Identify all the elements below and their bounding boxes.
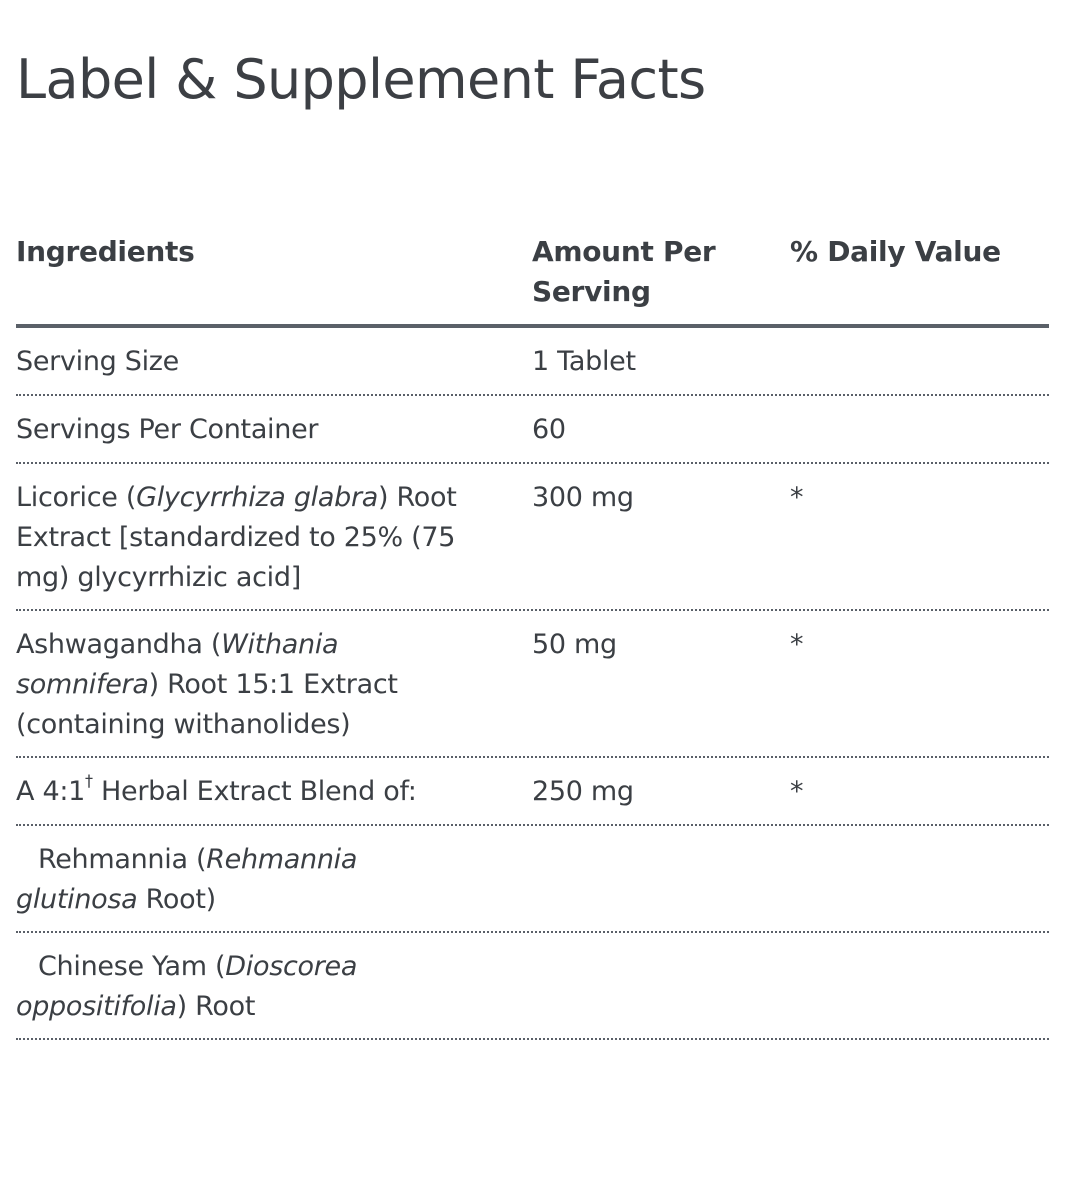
header-daily-value: % Daily Value (790, 235, 1001, 268)
botanical-name: Glycyrrhiza glabra (136, 482, 379, 513)
ingredient-name-text: Licorice ( (16, 482, 137, 513)
ingredient-name: Ashwagandha (Withania somnifera) Root 15… (16, 625, 532, 756)
ingredient-name-text: Ashwagandha ( (16, 629, 222, 660)
daily-value: * (790, 482, 804, 513)
amount-value (532, 840, 790, 931)
amount-value: 50 mg (532, 629, 617, 660)
ingredient-name-text: A 4:1 (16, 776, 86, 807)
ingredient-name: A 4:1† Herbal Extract Blend of: (16, 772, 532, 824)
ingredient-name-text: ) Root 15:1 Extract (containing withanol… (16, 669, 398, 740)
table-row: Serving Size 1 Tablet (16, 328, 1049, 396)
botanical-name: Rehmannia glutinosa (16, 844, 358, 915)
amount-value (532, 947, 790, 1038)
ingredient-name-text: Servings Per Container (16, 414, 319, 445)
amount-value: 250 mg (532, 776, 634, 807)
botanical-name: Withania somnifera (16, 629, 339, 700)
botanical-name: Dioscorea oppositifolia (16, 951, 358, 1022)
daily-value (790, 410, 1049, 462)
amount-value: 300 mg (532, 482, 634, 513)
ingredient-name-text: Rehmannia ( (38, 844, 207, 875)
ingredient-name: Rehmannia (Rehmannia glutinosa Root) (16, 840, 532, 931)
daily-value: * (790, 629, 804, 660)
page-title: Label & Supplement Facts (16, 48, 706, 111)
table-row: Ashwagandha (Withania somnifera) Root 15… (16, 611, 1049, 758)
header-amount-per-serving: Amount Per Serving (532, 235, 716, 308)
amount-value: 1 Tablet (532, 346, 636, 377)
ingredient-name-text: Serving Size (16, 346, 179, 377)
dagger-footnote-mark: † (85, 771, 93, 790)
daily-value (790, 342, 1049, 394)
table-row: Servings Per Container 60 (16, 396, 1049, 464)
ingredient-name: Licorice (Glycyrrhiza glabra) Root Extra… (16, 478, 532, 609)
header-ingredients: Ingredients (16, 235, 195, 268)
amount-value: 60 (532, 414, 566, 445)
ingredient-name-text: Herbal Extract Blend of: (92, 776, 417, 807)
table-header: Ingredients Amount Per Serving % Daily V… (16, 230, 1049, 328)
daily-value (790, 840, 1049, 931)
ingredient-name: Chinese Yam (Dioscorea oppositifolia) Ro… (16, 947, 532, 1038)
supplement-facts-table: Ingredients Amount Per Serving % Daily V… (16, 230, 1049, 1040)
ingredient-name: Servings Per Container (16, 410, 532, 462)
daily-value (790, 947, 1049, 1038)
ingredient-name-text: ) Root Extract [standardized to 25% (75 … (16, 482, 457, 593)
table-row: Rehmannia (Rehmannia glutinosa Root) (16, 826, 1049, 933)
ingredient-name: Serving Size (16, 342, 532, 394)
ingredient-name-text: Chinese Yam ( (38, 951, 226, 982)
ingredient-name-text: Root) (137, 884, 217, 915)
table-row: Licorice (Glycyrrhiza glabra) Root Extra… (16, 464, 1049, 611)
daily-value: * (790, 776, 804, 807)
ingredient-name-text: ) Root (176, 991, 256, 1022)
table-row: Chinese Yam (Dioscorea oppositifolia) Ro… (16, 933, 1049, 1040)
table-row: A 4:1† Herbal Extract Blend of: 250 mg * (16, 758, 1049, 826)
